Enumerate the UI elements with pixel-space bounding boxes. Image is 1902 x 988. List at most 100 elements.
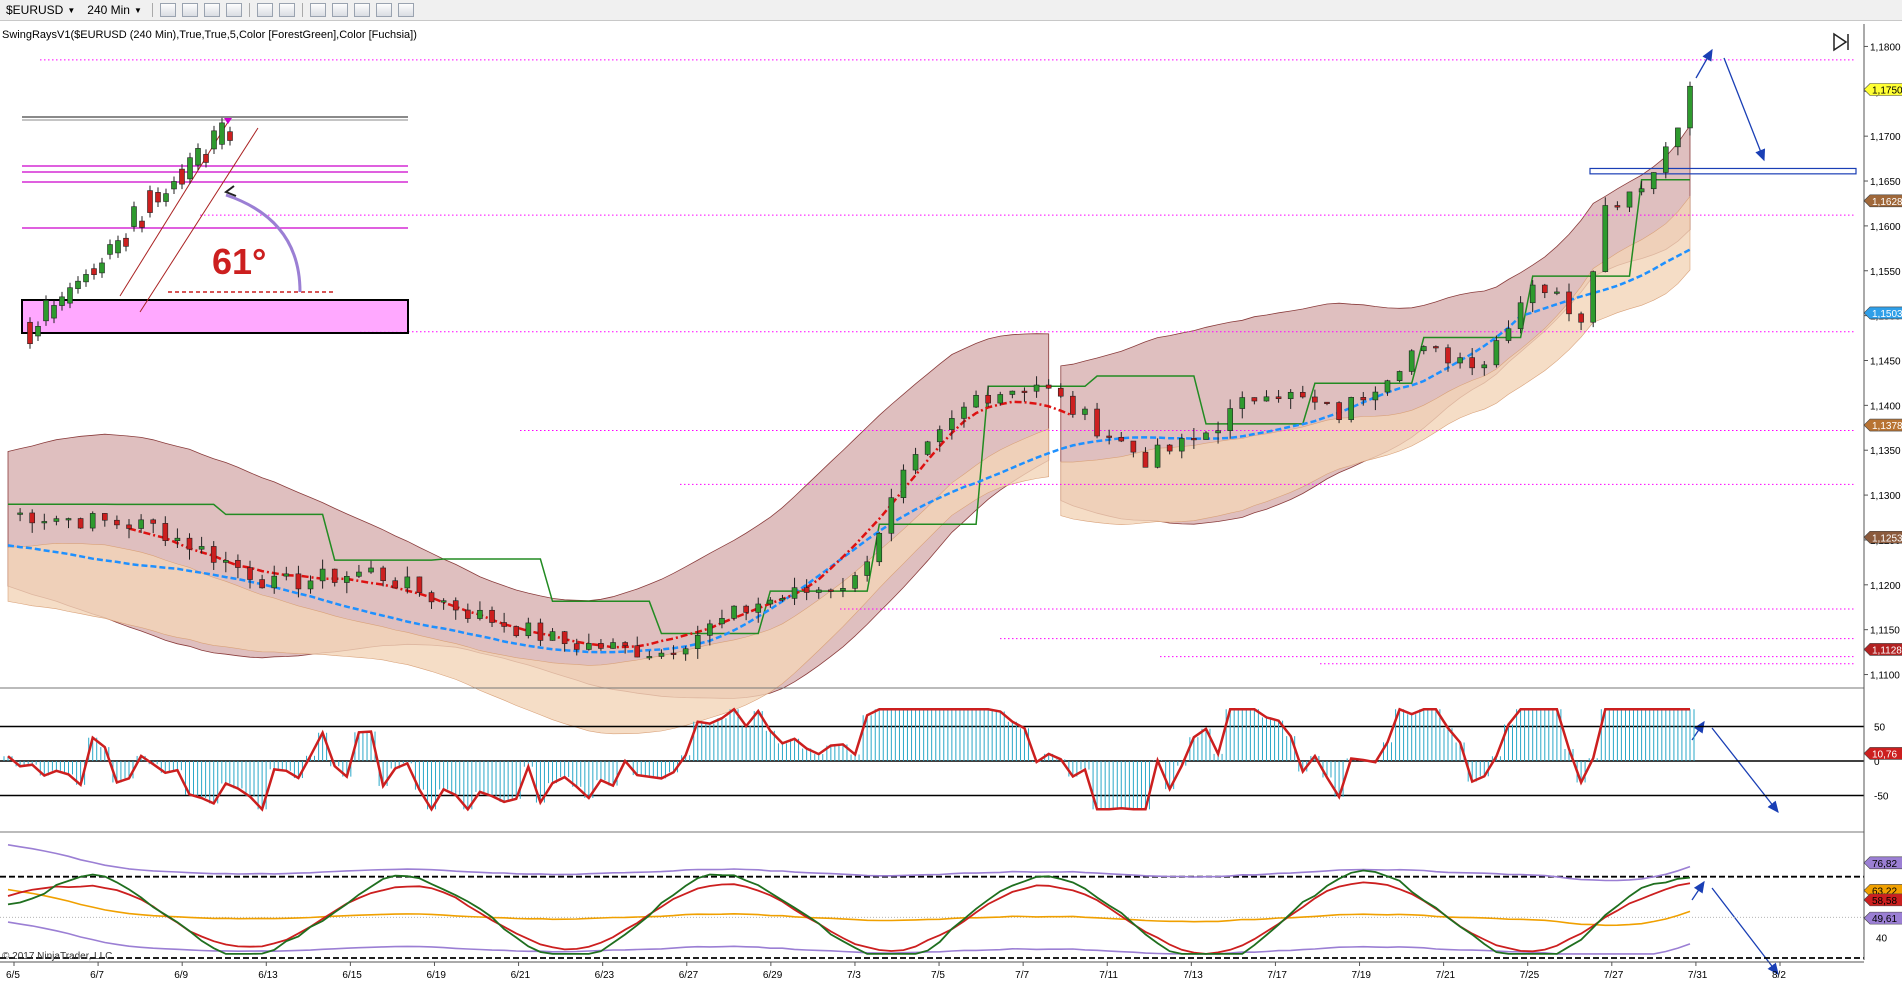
export-icon[interactable] — [397, 3, 414, 17]
cci-tick-label: 50 — [1874, 723, 1886, 734]
date-tick-label: 6/9 — [174, 970, 188, 981]
candle-body — [452, 600, 459, 611]
time-axis[interactable]: 6/5 6/7 6/9 6/13 6/15 6/19 6/21 6/23 6/27 6/29 7/3… — [0, 961, 1864, 981]
chevron-down-icon: ▼ — [133, 5, 142, 15]
projection-arrow-up — [1695, 48, 1713, 79]
candle-body — [864, 561, 870, 576]
channel-inner-a — [7, 428, 1049, 735]
candle-body — [126, 524, 132, 529]
candle-body — [440, 600, 447, 603]
price-marker-icon[interactable] — [203, 3, 220, 17]
candle-body — [1517, 302, 1524, 330]
price-tick-label: 1,1800 — [1870, 42, 1901, 53]
candle-body — [852, 575, 858, 589]
properties-icon[interactable] — [309, 3, 326, 17]
candle-body — [331, 568, 338, 583]
date-tick-label: 7/21 — [1436, 970, 1456, 981]
price-tag — [1863, 530, 1902, 544]
candle-body — [949, 418, 955, 430]
candle-body — [840, 588, 846, 591]
candle-body — [186, 537, 193, 550]
candle-body — [1541, 284, 1548, 294]
date-tick-label: 7/25 — [1520, 970, 1540, 981]
indicator-icon[interactable] — [353, 3, 370, 17]
candle-body — [102, 513, 108, 521]
price-axis[interactable]: 1,1800 1,1750 1,1700 1,1650 1,1600 1,1550 1,15… — [1863, 24, 1902, 960]
candle-body — [307, 580, 314, 590]
date-tick-label: 7/19 — [1352, 970, 1372, 981]
candle-body — [1094, 408, 1100, 437]
cci-value-tag — [1863, 747, 1902, 760]
candle-body — [29, 512, 36, 524]
candle-body — [828, 589, 834, 592]
candle-body — [392, 580, 399, 589]
candle-body — [1287, 391, 1294, 400]
candle-body — [598, 643, 604, 649]
date-tick-label: 6/29 — [763, 970, 783, 981]
candle-body — [1324, 401, 1330, 404]
chart-canvas[interactable]: 61° SwingRaysV1($EURUSD (240 Min),True,T… — [0, 21, 1902, 988]
candle-body — [924, 441, 931, 455]
sma-blue-line — [7, 248, 1691, 654]
price-tag — [1863, 418, 1902, 432]
candle-body — [404, 576, 411, 589]
strategy-icon[interactable] — [375, 3, 392, 17]
candle-body — [1227, 408, 1233, 431]
candle-body — [985, 395, 991, 404]
candle-body — [1106, 435, 1112, 438]
price-tag-label: 1,1378 — [1872, 421, 1902, 432]
candle-body — [634, 645, 641, 658]
timeframe-selector[interactable]: 240 Min ▼ — [81, 3, 148, 17]
stoch-d-line — [7, 881, 1691, 955]
candle-body — [174, 537, 181, 541]
inset-candle-body — [35, 326, 41, 337]
inset-candle-body — [91, 268, 97, 275]
inset-channel-line — [139, 127, 259, 313]
toolbar-divider — [301, 3, 303, 17]
candle-body — [719, 618, 725, 625]
instrument-selector[interactable]: $EURUSD ▼ — [0, 3, 81, 17]
candle-body — [1251, 397, 1258, 402]
candle-body — [1554, 291, 1560, 294]
inset-candle-body — [155, 192, 161, 203]
cci-tick-label: 0 — [1874, 757, 1880, 768]
candle-body — [1650, 172, 1657, 190]
price-tick-label: 1,1100 — [1870, 671, 1900, 682]
inset-candle-body — [219, 122, 225, 145]
candle-body — [1445, 347, 1451, 364]
arrow-head-icon — [223, 185, 237, 197]
scroll-to-end-button[interactable] — [1826, 30, 1852, 54]
inset-candle-body — [75, 280, 81, 289]
draw-tool-icon[interactable] — [181, 3, 198, 17]
candle-body — [767, 599, 774, 605]
candle-body — [1057, 387, 1064, 397]
candle-body — [1130, 440, 1137, 453]
zoom-icon[interactable] — [278, 3, 295, 17]
date-tick-label: 7/17 — [1267, 970, 1287, 981]
date-tick-label: 6/13 — [258, 970, 278, 981]
data-box-icon[interactable] — [331, 3, 348, 17]
candle-body — [622, 642, 628, 647]
candle-body — [1566, 291, 1572, 315]
candle-body — [1481, 364, 1488, 369]
cross-icon[interactable] — [256, 3, 273, 17]
candle-body — [150, 519, 157, 524]
candle-body — [682, 648, 689, 655]
date-tick-label: 7/13 — [1183, 970, 1203, 981]
projection-arrow-down — [1711, 727, 1779, 814]
pan-icon[interactable] — [225, 3, 242, 17]
candle-body — [1384, 380, 1391, 393]
candle-body — [1457, 357, 1463, 364]
price-tick-label: 1,1550 — [1870, 267, 1901, 278]
candle-body — [900, 469, 907, 498]
candle-body — [465, 609, 471, 619]
stoch-value-tag — [1863, 911, 1902, 925]
candle-body — [1493, 340, 1500, 366]
inset-arc-arrow — [225, 193, 302, 293]
candle-body — [670, 652, 677, 655]
bar-type-icon[interactable] — [159, 3, 176, 17]
price-tag — [1863, 194, 1902, 208]
candle-body — [731, 605, 737, 619]
candle-body — [755, 603, 762, 613]
price-tag — [1863, 83, 1902, 96]
